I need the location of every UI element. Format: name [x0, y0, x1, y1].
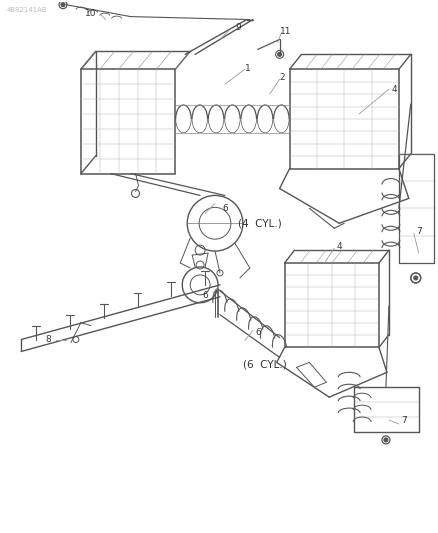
Circle shape	[61, 3, 65, 6]
Text: 11: 11	[279, 27, 291, 36]
Text: 6: 6	[254, 328, 260, 337]
Circle shape	[277, 52, 281, 56]
Text: 6: 6	[202, 292, 208, 300]
Text: 6: 6	[222, 204, 227, 213]
Text: 8: 8	[45, 335, 51, 344]
Text: 10: 10	[85, 9, 96, 18]
Text: 9: 9	[234, 23, 240, 32]
Text: 4: 4	[390, 85, 396, 94]
Text: 2: 2	[279, 72, 285, 82]
Text: 7: 7	[400, 416, 406, 424]
Circle shape	[413, 276, 417, 280]
Text: (6  CYL.): (6 CYL.)	[242, 359, 286, 369]
Text: 7: 7	[415, 227, 420, 236]
Text: (4  CYL.): (4 CYL.)	[237, 219, 281, 228]
Circle shape	[383, 438, 387, 442]
Text: 4882141AB: 4882141AB	[6, 6, 47, 13]
Text: 1: 1	[244, 64, 250, 73]
Text: 4: 4	[336, 241, 341, 251]
